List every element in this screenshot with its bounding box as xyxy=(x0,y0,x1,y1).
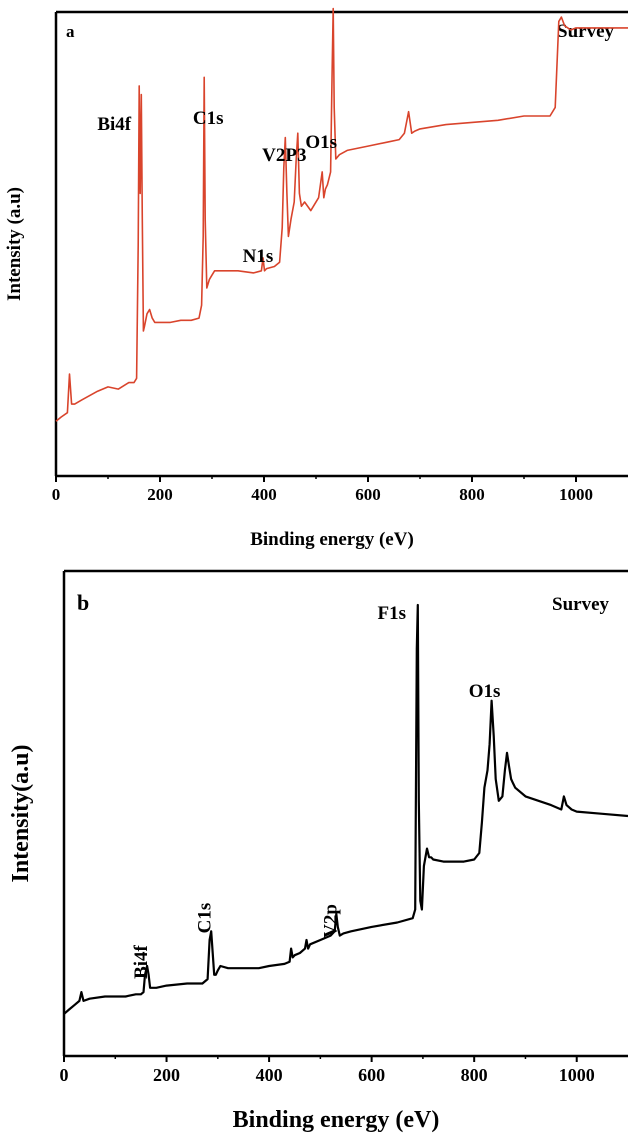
peak-label: O1s xyxy=(469,681,501,702)
x-tick-label: 0 xyxy=(52,485,61,504)
x-tick-label: 800 xyxy=(459,485,485,504)
x-axis-label: Binding energy (eV) xyxy=(233,1107,440,1133)
x-tick-label: 600 xyxy=(358,1065,385,1085)
panel-b: 0 200 400 600 800 1000 Binding energy (eV) Inte… xyxy=(8,569,628,1133)
x-tick-label: 1000 xyxy=(559,485,593,504)
x-axis-label: Binding energy (eV) xyxy=(250,529,414,550)
peak-label: V2p xyxy=(320,904,341,938)
x-tick-label: 200 xyxy=(147,485,173,504)
x-tick-label: 1000 xyxy=(559,1065,595,1085)
peak-label: O1s xyxy=(305,132,337,153)
peak-label: V2P3 xyxy=(262,145,306,166)
y-axis-label: Intensity(a.u) xyxy=(8,744,34,882)
peak-label: N1s xyxy=(243,246,274,267)
spectrum-line xyxy=(63,603,628,1015)
peak-label: Bi4f xyxy=(97,114,131,135)
x-tick-label: 0 xyxy=(60,1065,69,1085)
x-tick-label: 600 xyxy=(355,485,381,504)
panel-a: 0 200 400 600 800 1000 Binding energy (eV) Inte… xyxy=(4,7,628,550)
panel-letter: b xyxy=(77,590,89,615)
peak-label: C1s xyxy=(195,903,216,934)
x-tick-label: 400 xyxy=(251,485,277,504)
x-tick-label: 800 xyxy=(461,1065,488,1085)
survey-label: Survey xyxy=(557,21,615,42)
x-tick-label: 400 xyxy=(256,1065,283,1085)
x-tick-label: 200 xyxy=(153,1065,180,1085)
survey-label: Survey xyxy=(552,594,610,615)
peak-label: C1s xyxy=(193,108,224,129)
peak-label: F1s xyxy=(378,603,407,624)
y-axis-label: Intensity (a.u) xyxy=(4,187,25,301)
peak-label: Bi4f xyxy=(131,944,152,978)
spectrum-line xyxy=(55,7,628,422)
panel-letter: a xyxy=(66,22,75,41)
